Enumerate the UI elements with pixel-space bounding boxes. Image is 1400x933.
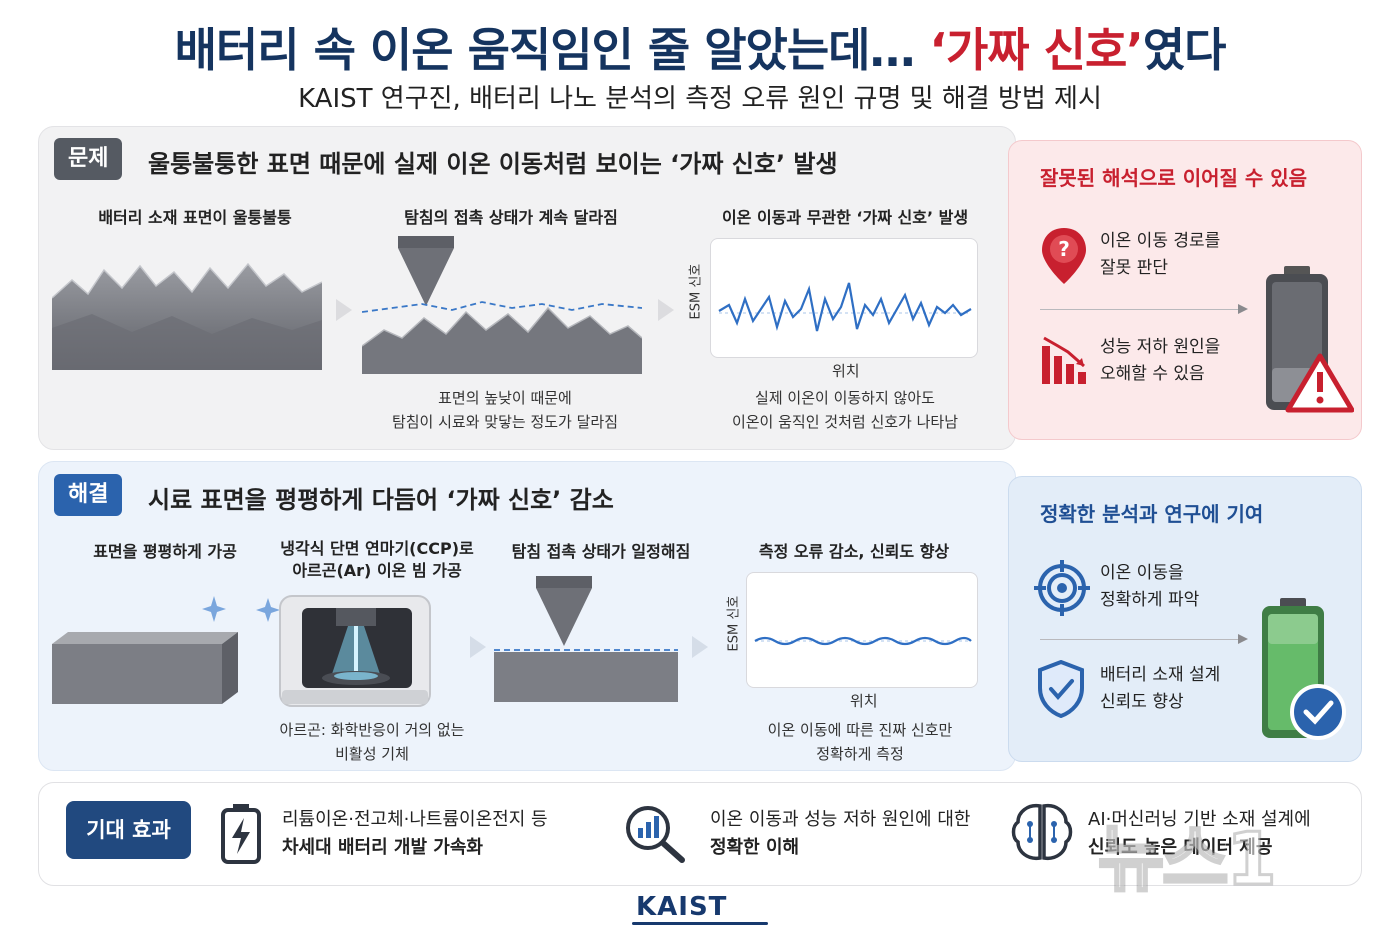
problem-step2-label: 탐침의 접촉 상태가 계속 달라짐 [404,208,618,227]
battery-bolt-icon [221,804,261,864]
solution-step2-caption: 아르곤: 화학반응이 거의 없는 비활성 기체 [279,721,465,763]
arrow-tip-icon [1238,634,1248,644]
solution-headline: 시료 표면을 평평하게 다듬어 ‘가짜 신호’ 감소 [148,486,614,514]
flat-block-illustration [52,632,238,704]
solution-step4-caption: 이온 이동에 따른 진짜 신호만 정확하게 측정 [767,721,953,763]
problem-side-title: 잘못된 해석으로 이어질 수 있음 [1040,166,1308,190]
problem-step3-label: 이온 이동과 무관한 ‘가짜 신호’ 발생 [721,208,969,227]
rough-surface-illustration [52,262,322,370]
solution-step2-label: 냉각식 단면 연마기(CCP)로 아르곤(Ar) 이온 빔 가공 [280,539,474,580]
effect-2: 이온 이동과 성능 저하 원인에 대한 정확한 이해 [710,809,971,858]
side-divider [1040,309,1238,310]
ai-brain-icon [1011,803,1073,861]
solution-axis-x-label: 위치 [850,692,878,710]
solution-step4-label: 측정 오류 감소, 신뢰도 향상 [758,542,950,561]
low-battery-warning-icon [1266,266,1354,413]
target-icon [1034,560,1090,616]
expected-effects-tag: 기대 효과 [66,801,191,859]
svg-text:?: ? [1058,237,1070,261]
arrow-tip-icon [1238,304,1248,314]
sparkle-icon [202,596,280,622]
problem-step2-caption: 표면의 높낮이 때문에 탐침이 시료와 맞닿는 정도가 달라짐 [391,389,619,431]
side-divider [1040,639,1238,640]
noisy-signal-graph [710,238,978,358]
solution-side-title: 정확한 분석과 연구에 기여 [1040,502,1264,526]
question-pin-icon: ? [1042,228,1086,284]
problem-step1-label: 배터리 소재 표면이 울퉁불퉁 [98,208,292,227]
problem-headline: 울퉁불퉁한 표면 때문에 실제 이온 이동처럼 보이는 ‘가짜 신호’ 발생 [148,150,838,178]
solution-step3-label: 탐침 접촉 상태가 일정해짐 [511,542,691,561]
page-title: 배터리 속 이온 움직임인 줄 알았는데… ‘가짜 신호’였다 [0,14,1400,80]
arrow-right-icon [658,299,674,321]
kaist-logo: KAIST [636,892,728,922]
problem-axis-y-label: ESM 신호 [688,263,704,320]
news1-watermark: 뉴스1 [1097,816,1279,903]
problem-side-item1: 이온 이동 경로를 잘못 판단 [1100,231,1221,278]
problem-side-item2: 성능 저하 원인을 오해할 수 있음 [1100,337,1221,384]
solution-side-item2: 배터리 소재 설계 신뢰도 향상 [1100,665,1221,712]
solution-tag: 해결 [54,474,123,516]
probe-flat-illustration [494,576,678,702]
clean-signal-line [754,636,972,646]
ccp-machine-illustration [279,595,431,707]
noisy-signal-line [718,282,972,332]
solution-step1-label: 표면을 평평하게 가공 [93,542,237,561]
title-accent: ‘가짜 신호’ [929,23,1144,77]
declining-chart-icon [1042,336,1086,384]
full-battery-check-icon [1262,598,1346,740]
solution-side-item1: 이온 이동을 정확하게 파악 [1100,563,1200,610]
shield-check-icon [1038,660,1084,718]
probe-rough-illustration [362,236,642,374]
effect-3: AI·머신러닝 기반 소재 설계에 신뢰도 높은 데이터 제공 [1088,809,1311,858]
title-end: 였다 [1142,23,1227,77]
problem-step3-caption: 실제 이온이 이동하지 않아도 이온이 움직인 것처럼 신호가 나타남 [731,389,959,431]
clean-signal-graph [746,572,978,688]
problem-axis-x-label: 위치 [832,362,860,380]
arrow-right-icon [470,636,486,658]
magnifier-chart-icon [626,806,685,863]
arrow-right-icon [692,636,708,658]
kaist-logo-underline [632,922,768,925]
solution-axis-y-label: ESM 신호 [726,595,742,652]
arrow-right-icon [336,299,352,321]
problem-tag: 문제 [54,138,123,180]
page-subtitle: KAIST 연구진, 배터리 나노 분석의 측정 오류 원인 규명 및 해결 방… [298,84,1102,114]
title-main: 배터리 속 이온 움직임인 줄 알았는데… [174,23,916,77]
effect-1: 리튬이온·전고체·나트륨이온전지 등 차세대 배터리 개발 가속화 [282,809,548,858]
